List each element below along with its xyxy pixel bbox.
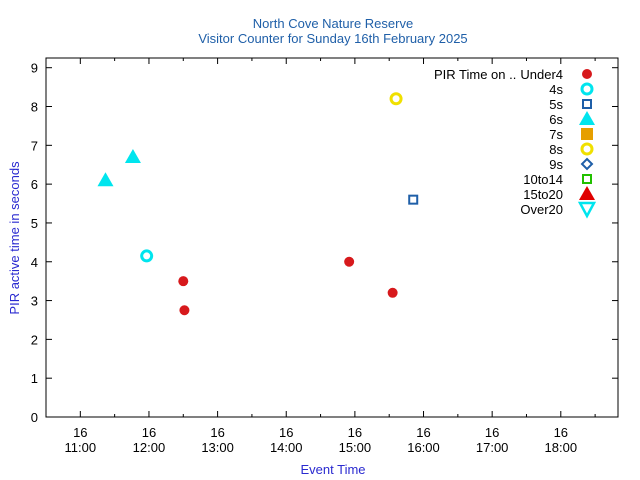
x-tick-time-label: 12:00 (133, 440, 166, 455)
data-point (97, 172, 114, 187)
legend-marker (582, 99, 592, 109)
x-tick-day-label: 16 (279, 425, 293, 440)
legend-marker (579, 186, 595, 200)
x-axis-title: Event Time (300, 462, 365, 477)
y-tick-label: 6 (31, 177, 38, 192)
data-point (124, 148, 141, 163)
y-tick-label: 3 (31, 294, 38, 309)
legend-label: Over20 (520, 202, 563, 217)
data-point (179, 305, 190, 316)
chart-title: North Cove Nature Reserve (253, 16, 413, 31)
x-axis: 1611:001612:001613:001614:001615:001616:… (45, 58, 596, 455)
y-tick-label: 5 (31, 216, 38, 231)
x-tick-time-label: 15:00 (339, 440, 372, 455)
legend-marker (580, 142, 594, 156)
y-tick-label: 0 (31, 410, 38, 425)
legend-label: 4s (549, 82, 563, 97)
y-tick-label: 7 (31, 138, 38, 153)
x-tick-day-label: 16 (485, 425, 499, 440)
data-point (387, 287, 398, 298)
x-tick-day-label: 16 (554, 425, 568, 440)
y-axis-title: PIR active time in seconds (7, 161, 22, 315)
legend-title: PIR Time on .. (434, 67, 516, 82)
legend-label: 5s (549, 97, 563, 112)
x-tick-time-label: 17:00 (476, 440, 509, 455)
y-tick-label: 2 (31, 332, 38, 347)
plot-frame (45, 57, 619, 418)
legend-marker (582, 174, 592, 184)
legend-marker (580, 82, 594, 96)
legend-label: Under4 (520, 67, 563, 82)
legend-marker (579, 111, 595, 125)
x-tick-day-label: 16 (416, 425, 430, 440)
x-tick-day-label: 16 (142, 425, 156, 440)
data-point (140, 249, 154, 263)
legend-label: 6s (549, 112, 563, 127)
legend-marker (581, 128, 593, 140)
legend-label: 10to14 (523, 172, 563, 187)
y-tick-label: 8 (31, 100, 38, 115)
x-tick-time-label: 18:00 (545, 440, 578, 455)
chart-subtitle: Visitor Counter for Sunday 16th February… (198, 31, 467, 46)
legend-label: 9s (549, 157, 563, 172)
data-point (389, 92, 403, 106)
legend-label: 8s (549, 142, 563, 157)
data-point (178, 276, 189, 287)
legend-marker (582, 69, 592, 79)
y-axis: 0 1 2 3 4 5 6 7 8 9 (31, 61, 618, 425)
x-tick-time-label: 14:00 (270, 440, 303, 455)
y-tick-label: 1 (31, 371, 38, 386)
legend-marker (577, 201, 597, 219)
legend-label: 7s (549, 127, 563, 142)
legend-label: 15to20 (523, 187, 563, 202)
x-tick-day-label: 16 (348, 425, 362, 440)
x-tick-day-label: 16 (210, 425, 224, 440)
data-points (97, 92, 419, 316)
data-point (344, 256, 355, 267)
x-tick-time-label: 13:00 (201, 440, 234, 455)
y-tick-label: 4 (31, 255, 38, 270)
x-tick-day-label: 16 (73, 425, 87, 440)
x-tick-time-label: 16:00 (407, 440, 440, 455)
x-tick-time-label: 11:00 (65, 440, 97, 455)
legend-marker (580, 157, 594, 171)
y-tick-label: 9 (31, 61, 38, 76)
data-point (408, 194, 419, 205)
